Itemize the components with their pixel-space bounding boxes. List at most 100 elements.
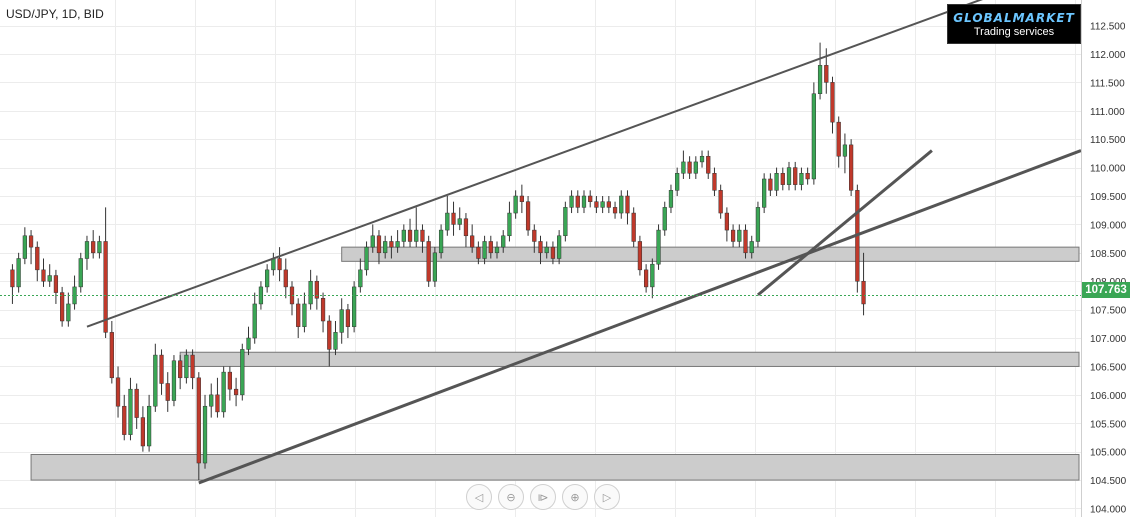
candle-body <box>333 332 338 350</box>
candle-body <box>662 207 667 231</box>
candle-body <box>252 303 257 339</box>
candle-body <box>644 269 649 288</box>
reset-icon[interactable]: ⧐ <box>530 484 556 510</box>
candle-body <box>265 269 270 288</box>
candle-body <box>122 405 127 435</box>
candle-body <box>426 241 431 282</box>
candle-body <box>215 394 220 413</box>
candle-body <box>730 229 736 242</box>
y-tick-label: 107.500 <box>1090 306 1127 317</box>
logo-tagline: Trading services <box>973 26 1055 38</box>
candle-body <box>103 241 108 333</box>
candle-body <box>525 201 531 231</box>
candle-body <box>47 275 52 282</box>
candle-body <box>743 229 748 254</box>
candle-body <box>550 246 556 259</box>
candle-body <box>159 354 164 384</box>
candle-body <box>749 241 754 254</box>
candle-body <box>233 388 239 396</box>
scroll-right-icon[interactable]: ▷ <box>594 484 620 510</box>
candle-body <box>668 190 674 208</box>
chart-navigation: ◁ ⊖ ⧐ ⊕ ▷ <box>466 484 620 510</box>
candle-body <box>768 178 773 191</box>
y-tick-label: 109.000 <box>1090 220 1127 231</box>
candle-body <box>724 212 729 231</box>
candle-body <box>364 246 369 271</box>
candle-body <box>799 173 804 185</box>
candle-body <box>395 241 400 248</box>
candle-body <box>594 201 599 208</box>
candle-body <box>451 212 456 225</box>
candle-body <box>358 269 363 288</box>
candle-body <box>91 241 96 254</box>
candle-body <box>53 275 59 293</box>
candle-body <box>470 235 475 248</box>
candle-body <box>128 388 133 435</box>
zone-2 <box>30 454 1080 481</box>
candle-body <box>84 241 90 259</box>
candle-body <box>817 65 823 94</box>
price-axis[interactable]: 104.000 104.500 105.000 105.500 106.000 106.5… <box>1081 0 1133 517</box>
candle-body <box>60 292 65 322</box>
candles <box>10 42 866 481</box>
candle-body <box>513 195 518 214</box>
candle-body <box>115 377 121 407</box>
candle-body <box>28 235 34 248</box>
candle-body <box>581 195 587 208</box>
y-tick-label: 110.500 <box>1090 135 1126 146</box>
candle-body <box>16 258 21 288</box>
candle-body <box>401 229 406 242</box>
candle-body <box>221 371 226 413</box>
candle-body <box>296 303 301 327</box>
candle-body <box>681 161 686 174</box>
y-tick-label: 110.000 <box>1090 164 1126 175</box>
symbol-label: USD/JPY, 1D, BID <box>6 7 104 21</box>
candle-body <box>97 241 102 254</box>
candle-body <box>637 241 643 271</box>
candle-body <box>277 258 282 271</box>
candle-body <box>445 212 450 231</box>
candle-body <box>762 178 767 208</box>
candle-body <box>737 229 742 242</box>
zone-0 <box>341 246 1080 262</box>
candle-body <box>718 190 723 214</box>
candle-body <box>606 201 611 208</box>
candle-body <box>153 354 158 407</box>
candle-body <box>420 229 425 242</box>
zone-1 <box>179 351 1080 367</box>
y-tick-label: 108.500 <box>1090 249 1127 260</box>
candle-body <box>227 371 232 390</box>
candle-body <box>588 195 593 202</box>
candle-body <box>488 241 493 254</box>
zoom-out-icon[interactable]: ⊖ <box>498 484 524 510</box>
candle-body <box>619 195 624 214</box>
candle-body <box>532 229 537 242</box>
candle-body <box>438 229 444 254</box>
candle-body <box>209 394 214 407</box>
candle-body <box>271 258 276 271</box>
scroll-left-icon[interactable]: ◁ <box>466 484 492 510</box>
y-tick-label: 105.000 <box>1090 448 1127 459</box>
candle-body <box>339 309 344 333</box>
candle-body <box>693 161 698 174</box>
candle-body <box>706 155 711 174</box>
candle-body <box>805 173 810 180</box>
candle-body <box>140 417 146 447</box>
candle-body <box>830 82 835 123</box>
candle-body <box>625 195 630 214</box>
candle-body <box>165 383 170 401</box>
y-tick-label: 106.500 <box>1090 362 1127 373</box>
candle-body <box>345 309 351 327</box>
candle-body <box>283 269 288 288</box>
y-tick-label: 112.000 <box>1090 50 1126 61</box>
candle-body <box>849 144 854 191</box>
trendlines <box>86 0 1082 485</box>
axis-background <box>1081 0 1133 517</box>
candle-body <box>687 161 692 174</box>
candle-body <box>861 280 866 305</box>
candle-body <box>563 207 568 237</box>
zoom-in-icon[interactable]: ⊕ <box>562 484 588 510</box>
trendline-lower-channel <box>756 149 933 297</box>
candle-body <box>10 269 15 288</box>
